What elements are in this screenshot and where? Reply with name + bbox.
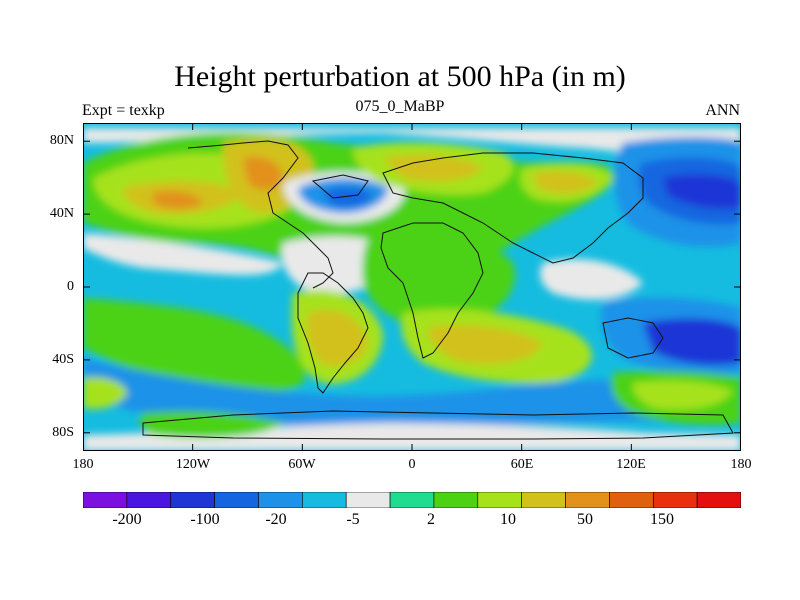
field-neutral-indian	[540, 259, 643, 300]
x-tick-label: 120W	[175, 457, 211, 472]
colorbar-box	[302, 492, 347, 508]
y-tick-label: 80N	[49, 133, 74, 148]
field-positive-south-pacific	[83, 298, 305, 393]
colorbar	[83, 492, 741, 508]
field-low-southern-ocean	[83, 358, 741, 429]
coastlines	[142, 140, 734, 440]
field-high-asia-core	[533, 171, 598, 194]
y-tick-label: 80S	[52, 425, 74, 440]
field-high-samerica-core	[306, 309, 368, 367]
coast-australia	[602, 317, 664, 359]
x-tick-label: 120E	[616, 457, 646, 472]
field-high-pacific-max	[153, 191, 203, 209]
experiment-label: Expt = texkp	[82, 102, 165, 119]
field-high-europe-core	[383, 154, 483, 182]
coast-north-america	[187, 140, 334, 289]
colorbar-label: -200	[112, 511, 142, 528]
coast-antarctica	[142, 410, 734, 440]
colorbar-label: 50	[577, 511, 593, 528]
field-neutral-tropics-west	[83, 233, 283, 275]
field-high-namerica-core	[243, 156, 283, 190]
x-tick-label: 60W	[288, 457, 316, 472]
field-low-npacific-core	[663, 174, 741, 209]
coast-africa	[380, 222, 484, 359]
colorbar-box	[652, 492, 698, 508]
colorbar-box	[477, 492, 522, 508]
x-tick-label: 60E	[510, 457, 534, 472]
colorbar-box	[258, 492, 303, 508]
colorbar-label: -5	[346, 511, 360, 528]
colorbar-box	[214, 492, 259, 508]
y-tick-label: 0	[67, 279, 74, 294]
colorbar-box	[565, 492, 610, 508]
coast-greenland	[311, 174, 369, 199]
field-low-spacific-core	[643, 318, 741, 365]
colorbar-box	[433, 492, 479, 508]
colorbar-box	[389, 492, 435, 508]
field-high-south-africa-core	[428, 325, 543, 364]
field-high-antarctic-east	[632, 380, 733, 410]
colorbar-box	[609, 492, 654, 508]
field-positive-ross	[140, 411, 283, 438]
field-high-antarctic-west	[83, 377, 128, 410]
x-tick-label: 0	[408, 457, 416, 472]
page-title: Height perturbation at 500 hPa (in m)	[174, 60, 626, 93]
colorbar-box	[126, 492, 172, 508]
x-tick-label: 180	[72, 457, 94, 472]
colorbar-label: -100	[190, 511, 220, 528]
coast-eurasia	[382, 152, 644, 264]
field-low-atlantic-core	[323, 187, 373, 207]
map-plot	[83, 123, 741, 451]
y-tick-label: 40S	[52, 352, 74, 367]
colorbar-box	[345, 492, 391, 508]
colorbar-label: 2	[427, 511, 435, 528]
colorbar-box	[170, 492, 215, 508]
field-positive-africa	[362, 229, 515, 328]
coast-south-america	[297, 272, 369, 394]
x-tick-label: 180	[730, 457, 752, 472]
colorbar-label: 10	[500, 511, 516, 528]
period-label: 075_0_MaBP	[355, 98, 445, 115]
season-label: ANN	[705, 102, 740, 119]
colorbar-label: 150	[650, 511, 674, 528]
colorbar-label: -20	[265, 511, 287, 528]
colorbar-box	[696, 492, 741, 508]
y-tick-label: 40N	[49, 206, 74, 221]
axis-ticks	[83, 123, 741, 451]
colorbar-box	[521, 492, 566, 508]
colorbar-box	[83, 492, 128, 508]
